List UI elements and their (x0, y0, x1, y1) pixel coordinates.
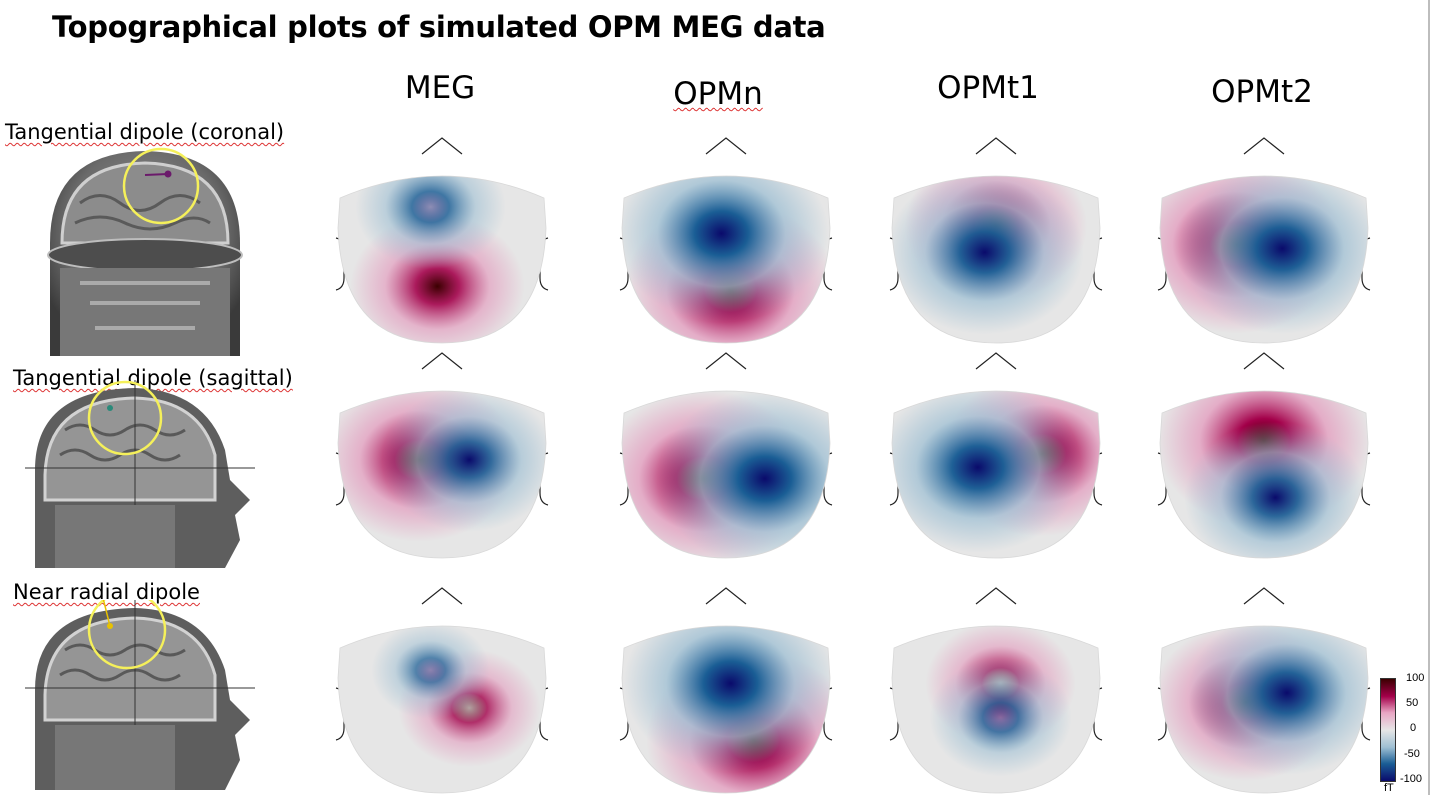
head-outline (891, 390, 1101, 559)
negative-field-lobe (338, 391, 546, 558)
head-outline (621, 625, 831, 794)
nose-marker (975, 587, 1017, 605)
nose-marker (1243, 587, 1285, 605)
head-outline (891, 625, 1101, 794)
negative-field-lobe (1160, 176, 1368, 343)
colorbar-tick: 100 (1406, 672, 1425, 684)
negative-field-lobe (622, 176, 830, 343)
nose-marker (705, 137, 747, 155)
nose-marker (1243, 137, 1285, 155)
topomap-opmt1-row1 (889, 137, 1103, 344)
row-label-coronal: Tangential dipole (coronal) (5, 120, 285, 144)
head-outline (1159, 625, 1369, 794)
title-text: Topographical plots of simulated OPM MEG… (52, 10, 826, 44)
nose-marker (421, 587, 463, 605)
colorbar: 100 50 0 -50 -100 fT (1378, 672, 1432, 795)
negative-field-lobe (1160, 391, 1368, 558)
column-header-meg: MEG (404, 70, 476, 106)
nose-marker (705, 587, 747, 605)
head-outline (621, 390, 831, 559)
topomap-meg-row2 (335, 352, 549, 559)
colorbar-tick: -100 (1400, 773, 1423, 785)
nose-marker (1243, 352, 1285, 370)
topomap-opmn-row2 (619, 352, 833, 559)
colorbar-tick: 50 (1406, 697, 1419, 709)
mri-radial-image (25, 600, 255, 790)
mri-sagittal-image (25, 380, 255, 568)
negative-field-lobe (622, 626, 830, 793)
column-header-opmt2: OPMt2 (1211, 74, 1313, 110)
topomap-meg-row1 (335, 137, 549, 344)
topomap-opmn-row3 (619, 587, 833, 794)
column-header-opmt1: OPMt1 (937, 70, 1039, 106)
topomap-opmt1-row3 (889, 587, 1103, 794)
row-label-radial: Near radial dipole (13, 580, 200, 604)
nose-marker (975, 137, 1017, 155)
negative-field-lobe (622, 391, 830, 558)
head-outline (1159, 175, 1369, 344)
colorbar-tick: -50 (1404, 748, 1420, 760)
nose-marker (421, 352, 463, 370)
topomap-meg-row3 (335, 587, 549, 794)
topomap-opmt1-row2 (889, 352, 1103, 559)
negative-field-lobe (338, 176, 546, 343)
colorbar-gradient (1380, 678, 1396, 782)
head-outline (1159, 390, 1369, 559)
nose-marker (421, 137, 463, 155)
negative-field-lobe (338, 626, 546, 793)
slide-border (1428, 0, 1430, 795)
topomap-opmt2-row1 (1157, 137, 1371, 344)
nose-marker (975, 352, 1017, 370)
head-outline (621, 175, 831, 344)
colorbar-unit: fT (1384, 782, 1394, 794)
nose-marker (705, 352, 747, 370)
figure-title: Topographical plots of simulated OPM MEG… (52, 10, 826, 44)
mri-coronal-image (47, 147, 243, 356)
topomap-opmt2-row2 (1157, 352, 1371, 559)
negative-field-lobe (892, 391, 1100, 558)
head-outline (337, 625, 547, 794)
head-outline (337, 175, 547, 344)
colorbar-tick: 0 (1410, 722, 1417, 734)
topomap-opmn-row1 (619, 137, 833, 344)
negative-field-lobe (892, 176, 1100, 343)
topomap-opmt2-row3 (1157, 587, 1371, 794)
row-label-sagittal: Tangential dipole (sagittal) (13, 366, 293, 390)
head-outline (891, 175, 1101, 344)
head-outline (337, 390, 547, 559)
column-header-opmn: OPMn (673, 76, 763, 112)
negative-field-lobe (892, 626, 1100, 793)
negative-field-lobe (1160, 626, 1368, 793)
